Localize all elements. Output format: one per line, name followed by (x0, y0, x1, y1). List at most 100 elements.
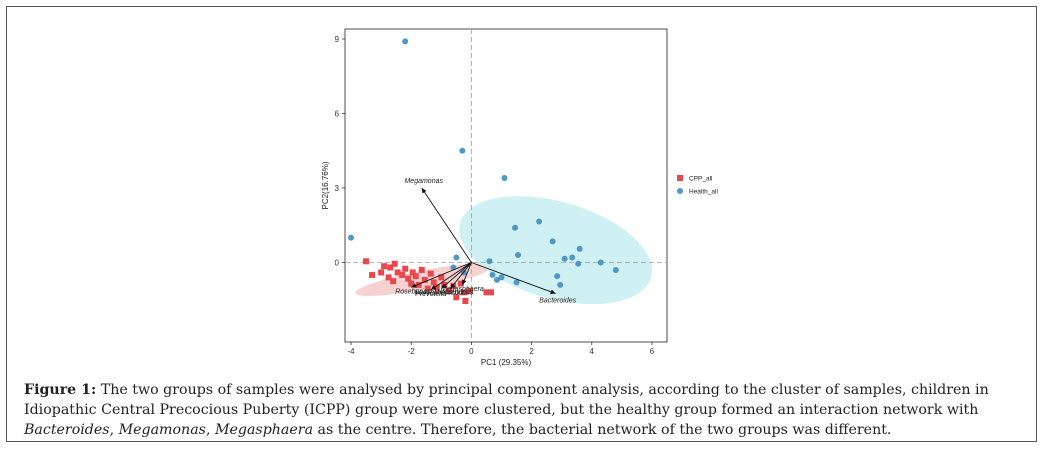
legend-label: Health_all (689, 189, 718, 196)
data-point-health-all (453, 254, 460, 261)
caption-fragment: , (205, 422, 215, 438)
x-tick-label: -2 (408, 347, 416, 356)
caption-genus-name: Megasphaera (214, 422, 314, 438)
data-point-health-all (575, 260, 582, 267)
legend: CPP_all Health_all (677, 175, 718, 196)
loading-vector-line (471, 262, 556, 294)
figure-caption: Figure 1: The two groups of samples were… (24, 380, 1034, 440)
loading-vector-label: Roseburia (395, 288, 427, 295)
data-point-cpp-all (418, 266, 425, 273)
y-tick-label: 0 (335, 259, 340, 268)
data-point-health-all (576, 245, 583, 252)
data-point-cpp-all (363, 258, 370, 265)
data-point-cpp-all (466, 288, 473, 295)
data-point-health-all (554, 273, 561, 280)
loading-vector-arrowhead (450, 283, 456, 289)
loading-vector-arrowhead (441, 283, 447, 289)
data-point-cpp-all (385, 274, 392, 281)
data-point-cpp-all (412, 273, 419, 280)
loading-vector-line (430, 262, 472, 291)
data-point-cpp-all (427, 270, 434, 277)
ellipse-health-all (459, 196, 653, 305)
y-tick-label: 3 (335, 184, 340, 193)
loading-vector-label: Bacteroides (539, 298, 576, 305)
sample-points (348, 38, 619, 305)
data-point-cpp-all (421, 276, 428, 283)
data-point-cpp-all (402, 265, 409, 272)
loading-vector-label: Faecalibacterium (415, 290, 468, 297)
caption-genus-name: Megamonas (118, 422, 206, 438)
caption-text: The two groups of samples were analysed … (24, 382, 989, 438)
loading-vector-line (411, 262, 472, 288)
data-point-cpp-all (430, 279, 437, 286)
data-point-cpp-all (408, 280, 415, 287)
loading-vector-label: Megasphaera (441, 286, 484, 293)
x-tick-label: 4 (590, 347, 595, 356)
loading-vector-line (421, 187, 472, 263)
legend-key-cpp-all (677, 175, 683, 181)
data-point-cpp-all (399, 271, 406, 278)
data-point-cpp-all (445, 288, 452, 295)
x-tick-label: 6 (650, 347, 655, 356)
data-point-cpp-all (483, 289, 490, 296)
loading-vector-label: Prevotella (415, 291, 446, 298)
data-point-health-all (561, 255, 568, 262)
loading-vector-arrowhead (430, 285, 437, 290)
data-point-health-all (612, 266, 619, 273)
data-point-health-all (515, 252, 522, 259)
y-tick-label: 9 (335, 35, 340, 44)
data-point-health-all (513, 279, 520, 286)
data-point-cpp-all (438, 274, 445, 281)
legend-key-health-all (677, 188, 683, 194)
data-point-cpp-all (391, 260, 398, 267)
caption-genus-name: Bacteroides (24, 422, 110, 438)
data-point-cpp-all (487, 289, 494, 296)
data-point-health-all (486, 258, 493, 265)
data-point-cpp-all (453, 294, 460, 301)
loading-vector-line (449, 262, 472, 289)
data-point-health-all (493, 276, 500, 283)
x-axis-title: PC1 (29.35%) (481, 358, 532, 367)
data-point-health-all (549, 238, 556, 245)
loading-vectors: Megamonas Bacteroides RoseburiaPrevotellaF… (395, 178, 576, 305)
data-point-health-all (402, 38, 409, 45)
axes: -4 -2 0 2 4 6 0 3 6 9 PC1 (29.35%) PC2(16.76%) (321, 35, 655, 367)
data-point-cpp-all (378, 269, 385, 276)
data-point-cpp-all (424, 285, 431, 292)
data-point-health-all (489, 271, 496, 278)
data-point-cpp-all (381, 263, 388, 270)
data-point-health-all (569, 254, 576, 261)
data-point-cpp-all (394, 269, 401, 276)
data-point-cpp-all (390, 278, 397, 285)
y-axis-title: PC2(16.76%) (321, 161, 330, 209)
data-point-cpp-all (462, 298, 469, 305)
x-tick-label: -4 (347, 347, 355, 356)
data-point-cpp-all (415, 281, 422, 288)
loading-vector-label: Ruminococcus (427, 290, 473, 297)
data-point-cpp-all (369, 271, 376, 278)
data-point-health-all (512, 224, 519, 231)
data-point-cpp-all (405, 275, 412, 282)
data-point-cpp-all (387, 264, 394, 271)
data-point-health-all (459, 147, 466, 154)
data-point-cpp-all (460, 289, 467, 296)
loading-vector-arrowhead (550, 289, 556, 295)
data-point-cpp-all (433, 284, 440, 291)
data-point-health-all (557, 281, 564, 288)
data-point-cpp-all (409, 269, 416, 276)
caption-fragment: as the centre. Therefore, the bacterial … (313, 422, 892, 438)
pca-biplot: Megamonas Bacteroides RoseburiaPrevotellaF… (321, 28, 718, 367)
figure-frame: Megamonas Bacteroides Roseburia Prevotella F… (6, 6, 1037, 442)
loading-vector-label: Megamonas (404, 178, 443, 185)
data-point-health-all (498, 274, 505, 281)
figure-label: Figure 1: (24, 382, 97, 398)
data-point-health-all (501, 175, 508, 182)
caption-fragment: , (109, 422, 119, 438)
data-point-cpp-all (457, 280, 464, 287)
caption-fragment: The two groups of samples were analysed … (24, 382, 989, 418)
data-point-health-all (597, 259, 604, 266)
loading-vector-arrowhead (421, 187, 427, 194)
data-point-health-all (348, 234, 355, 241)
loading-vector-arrowhead (462, 279, 467, 285)
x-tick-label: 0 (469, 347, 474, 356)
